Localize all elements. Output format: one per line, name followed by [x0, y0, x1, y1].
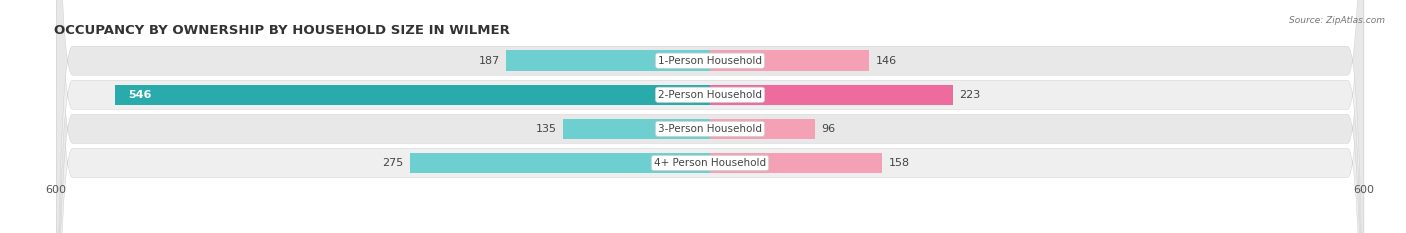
FancyBboxPatch shape	[56, 0, 1364, 233]
Bar	[506, 51, 710, 71]
Text: 146: 146	[876, 56, 897, 66]
FancyBboxPatch shape	[56, 0, 1364, 233]
Text: 187: 187	[478, 56, 499, 66]
Bar	[710, 85, 953, 105]
Text: OCCUPANCY BY OWNERSHIP BY HOUSEHOLD SIZE IN WILMER: OCCUPANCY BY OWNERSHIP BY HOUSEHOLD SIZE…	[53, 24, 509, 37]
Text: 1-Person Household: 1-Person Household	[658, 56, 762, 66]
FancyBboxPatch shape	[56, 0, 1364, 233]
Text: 4+ Person Household: 4+ Person Household	[654, 158, 766, 168]
Bar	[710, 153, 882, 173]
Text: Source: ZipAtlas.com: Source: ZipAtlas.com	[1289, 16, 1385, 25]
Text: 546: 546	[128, 90, 152, 100]
Bar	[115, 85, 710, 105]
Bar	[562, 119, 710, 139]
Bar	[411, 153, 710, 173]
Text: 135: 135	[536, 124, 557, 134]
Text: 2-Person Household: 2-Person Household	[658, 90, 762, 100]
Bar	[710, 119, 814, 139]
Text: 3-Person Household: 3-Person Household	[658, 124, 762, 134]
Bar	[710, 51, 869, 71]
Text: 223: 223	[959, 90, 981, 100]
Text: 96: 96	[821, 124, 835, 134]
Text: 158: 158	[889, 158, 910, 168]
FancyBboxPatch shape	[56, 0, 1364, 233]
Text: 275: 275	[382, 158, 404, 168]
